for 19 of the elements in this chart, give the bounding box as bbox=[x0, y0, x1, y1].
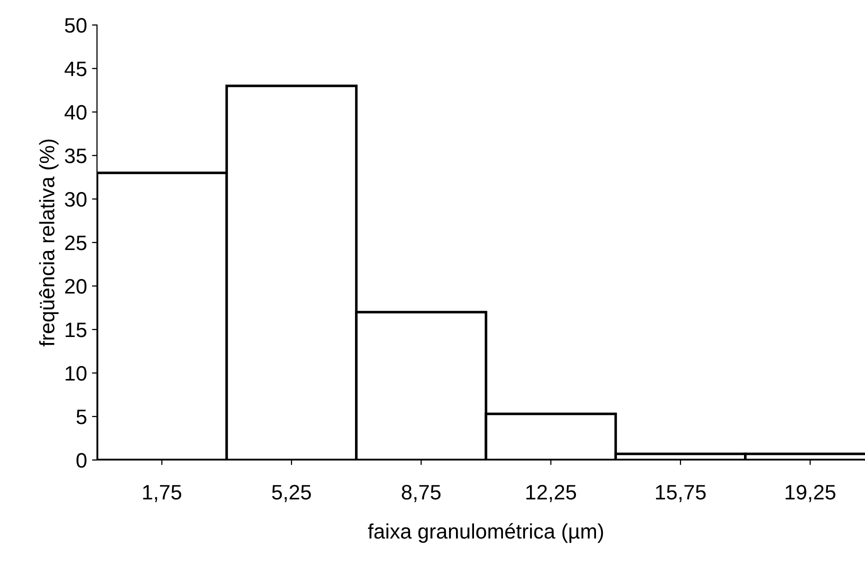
x-tick-label: 12,25 bbox=[526, 484, 576, 502]
y-tick-label: 35 bbox=[64, 148, 86, 164]
y-tick-label: 15 bbox=[66, 322, 86, 338]
y-tick-label: 40 bbox=[64, 105, 86, 120]
y-tick-label: 50 bbox=[64, 18, 86, 33]
x-tick-label: 1,75 bbox=[143, 485, 182, 502]
y-tick-label: 5 bbox=[76, 410, 86, 424]
y-axis-title: freqüência relativa (%) bbox=[39, 140, 59, 346]
y-tick-label: 20 bbox=[65, 279, 86, 294]
x-tick-label: 15,75 bbox=[656, 485, 706, 502]
y-tick-label: 45 bbox=[64, 62, 86, 76]
y-tick-label: 30 bbox=[64, 192, 86, 207]
x-tick-label: 19,25 bbox=[786, 484, 836, 502]
x-axis-title: faixa granulométrica (µm) bbox=[368, 523, 604, 543]
y-tick-label: 0 bbox=[76, 453, 86, 468]
x-tick-label: 8,75 bbox=[402, 484, 441, 502]
y-tick-label: 10 bbox=[66, 366, 86, 381]
y-tick-label: 25 bbox=[65, 236, 86, 250]
x-tick-label: 5,25 bbox=[272, 484, 311, 502]
